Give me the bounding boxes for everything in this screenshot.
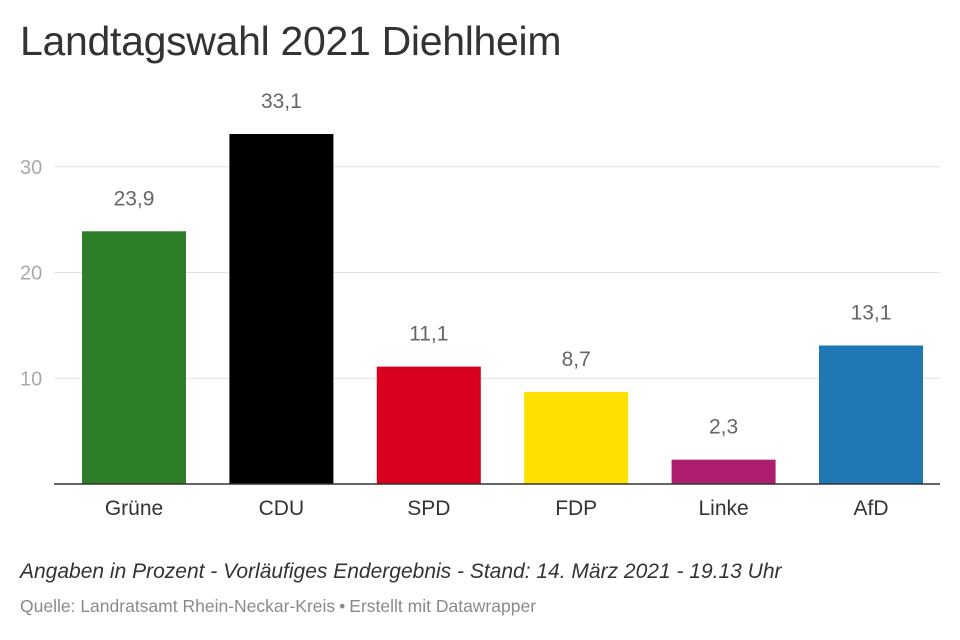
- bar-gr-ne: [82, 231, 186, 484]
- y-axis-tick-labels: 10 20 30: [20, 157, 42, 390]
- bar-chart: 10 20 30 23,9 33,1 11,1 8,7 2,3 13,1 Grüne CDU SP…: [20, 90, 940, 520]
- y-tick-label: 20: [20, 263, 42, 285]
- y-tick-label: 10: [20, 368, 42, 390]
- category-label-afd: AfD: [853, 497, 888, 520]
- bar-fdp: [524, 392, 629, 484]
- source-separator: •: [339, 596, 346, 616]
- value-labels: 23,9 33,1 11,1 8,7 2,3 13,1: [114, 90, 892, 439]
- category-label-cdu: CDU: [259, 497, 305, 520]
- value-label-fdp: 8,7: [562, 348, 591, 371]
- value-label-cdu: 33,1: [261, 90, 302, 113]
- bar-linke: [671, 459, 776, 484]
- source-credit: Erstellt mit Datawrapper: [349, 596, 537, 616]
- bar-spd: [376, 366, 481, 484]
- source-name: Landratsamt Rhein-Neckar-Kreis: [80, 596, 336, 616]
- bars: [82, 134, 923, 484]
- source-line: Quelle: Landratsamt Rhein-Neckar-Kreis • E…: [20, 596, 536, 617]
- bar-afd: [819, 345, 923, 484]
- value-label-afd: 13,1: [851, 301, 892, 324]
- value-label-linke: 2,3: [709, 416, 738, 439]
- value-label-gr-ne: 23,9: [114, 187, 155, 210]
- value-label-spd: 11,1: [409, 323, 448, 346]
- source-prefix: Quelle:: [20, 596, 76, 616]
- x-axis-category-labels: Grüne CDU SPD FDP Linke AfD: [105, 497, 889, 520]
- chart-title: Landtagswahl 2021 Diehlheim: [20, 18, 562, 64]
- gridlines: [54, 166, 940, 379]
- category-label-fdp: FDP: [555, 497, 597, 520]
- category-label-linke: Linke: [698, 497, 748, 520]
- bar-cdu: [229, 134, 334, 484]
- chart-notes: Angaben in Prozent - Vorläufiges Enderge…: [20, 560, 782, 583]
- category-label-gr-ne: Grüne: [105, 497, 163, 520]
- category-label-spd: SPD: [407, 497, 450, 520]
- y-tick-label: 30: [20, 157, 42, 179]
